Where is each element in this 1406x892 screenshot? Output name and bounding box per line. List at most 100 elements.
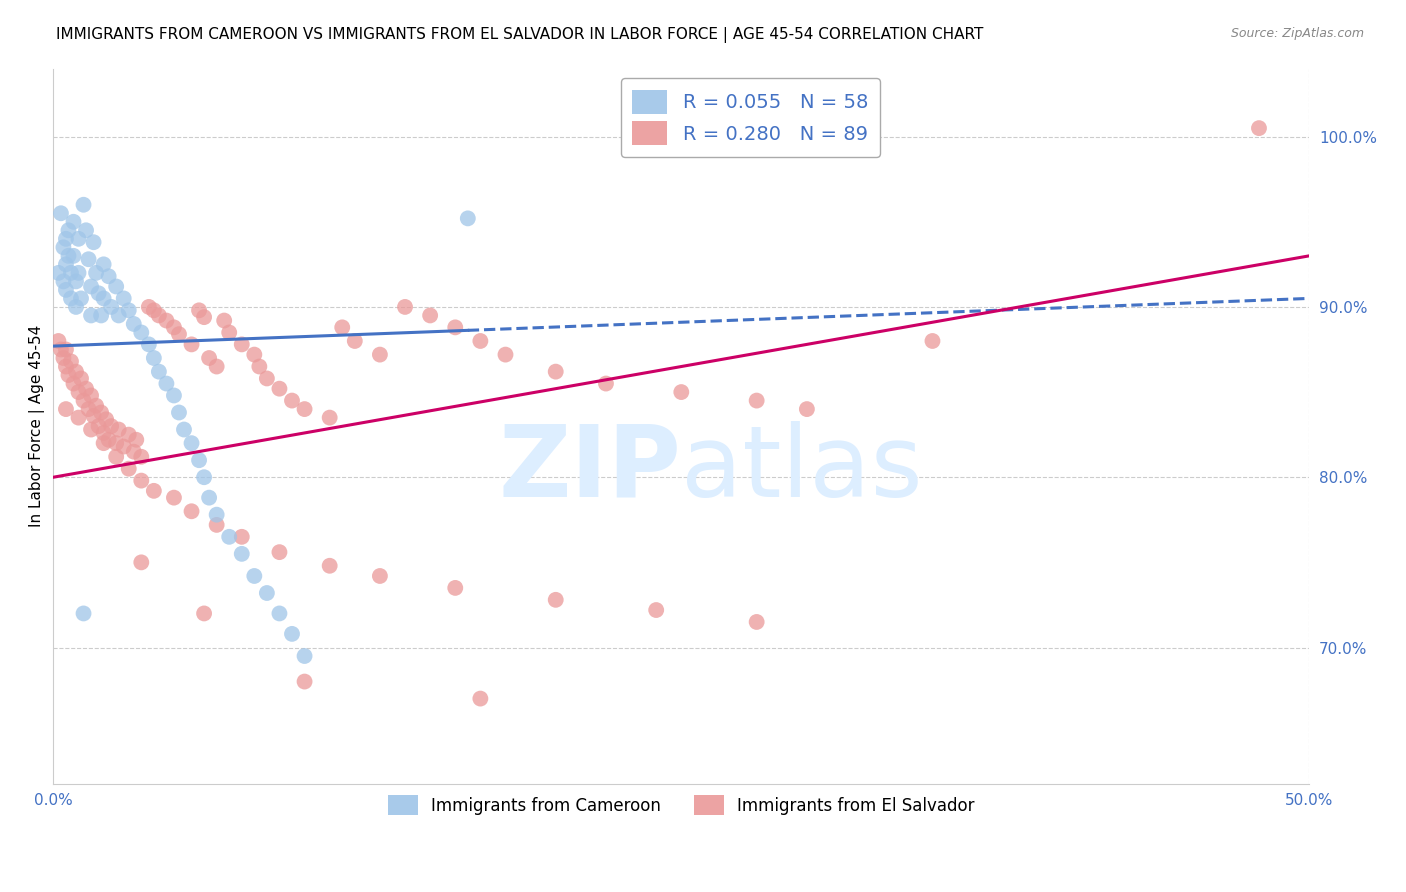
Point: [58, 368, 80, 382]
Point: [72, 198, 94, 212]
Point: [247, 359, 270, 374]
Point: [148, 365, 170, 379]
Point: [457, 211, 479, 226]
Text: Source: ZipAtlas.com: Source: ZipAtlas.com: [1230, 27, 1364, 40]
Point: [87, 419, 110, 434]
Point: [55, 402, 77, 417]
Point: [231, 337, 253, 351]
Point: [80, 279, 103, 293]
Point: [129, 555, 152, 569]
Point: [231, 547, 253, 561]
Point: [212, 313, 235, 327]
Point: [62, 249, 84, 263]
Point: [84, 399, 107, 413]
Point: [122, 317, 145, 331]
Point: [495, 348, 517, 362]
Point: [122, 444, 145, 458]
Point: [65, 300, 87, 314]
Point: [142, 351, 165, 365]
Point: [544, 592, 567, 607]
Point: [118, 427, 141, 442]
Point: [112, 440, 135, 454]
Point: [100, 419, 122, 434]
Point: [65, 365, 87, 379]
Point: [155, 313, 177, 327]
Point: [188, 453, 211, 467]
Point: [105, 279, 128, 293]
Point: [470, 691, 492, 706]
Point: [180, 337, 202, 351]
Point: [107, 423, 129, 437]
Point: [167, 327, 190, 342]
Text: atlas: atlas: [682, 420, 922, 517]
Point: [318, 410, 340, 425]
Point: [330, 320, 353, 334]
Point: [218, 530, 240, 544]
Text: ZIP: ZIP: [499, 420, 682, 517]
Point: [419, 309, 441, 323]
Point: [188, 303, 211, 318]
Point: [67, 232, 90, 246]
Point: [163, 320, 186, 334]
Point: [97, 433, 120, 447]
Point: [218, 326, 240, 340]
Point: [745, 393, 768, 408]
Point: [163, 491, 186, 505]
Legend: Immigrants from Cameroon, Immigrants from El Salvador: Immigrants from Cameroon, Immigrants fro…: [378, 785, 986, 825]
Point: [118, 461, 141, 475]
Point: [55, 232, 77, 246]
Point: [100, 300, 122, 314]
Point: [129, 326, 152, 340]
Point: [129, 474, 152, 488]
Point: [544, 365, 567, 379]
Point: [72, 393, 94, 408]
Point: [444, 581, 467, 595]
Point: [75, 382, 97, 396]
Point: [281, 627, 304, 641]
Point: [48, 266, 70, 280]
Point: [72, 607, 94, 621]
Point: [198, 491, 221, 505]
Point: [105, 450, 128, 464]
Point: [1247, 121, 1270, 136]
Point: [67, 410, 90, 425]
Point: [231, 530, 253, 544]
Point: [55, 359, 77, 374]
Point: [129, 450, 152, 464]
Point: [77, 402, 100, 417]
Point: [52, 274, 75, 288]
Text: IMMIGRANTS FROM CAMEROON VS IMMIGRANTS FROM EL SALVADOR IN LABOR FORCE | AGE 45-: IMMIGRANTS FROM CAMEROON VS IMMIGRANTS F…: [56, 27, 984, 43]
Point: [368, 569, 391, 583]
Point: [93, 257, 115, 271]
Point: [294, 402, 316, 417]
Point: [470, 334, 492, 348]
Point: [87, 286, 110, 301]
Point: [155, 376, 177, 391]
Point: [193, 607, 215, 621]
Point: [269, 382, 291, 396]
Point: [59, 292, 82, 306]
Point: [93, 436, 115, 450]
Point: [595, 376, 617, 391]
Point: [59, 354, 82, 368]
Point: [55, 257, 77, 271]
Point: [318, 558, 340, 573]
Point: [269, 545, 291, 559]
Point: [52, 240, 75, 254]
Point: [55, 343, 77, 357]
Point: [80, 388, 103, 402]
Point: [645, 603, 668, 617]
Point: [193, 310, 215, 325]
Point: [105, 436, 128, 450]
Point: [93, 292, 115, 306]
Point: [269, 607, 291, 621]
Point: [58, 249, 80, 263]
Point: [180, 504, 202, 518]
Point: [394, 300, 416, 314]
Point: [83, 409, 105, 423]
Point: [48, 334, 70, 348]
Point: [294, 648, 316, 663]
Point: [125, 433, 148, 447]
Point: [198, 351, 221, 365]
Point: [294, 674, 316, 689]
